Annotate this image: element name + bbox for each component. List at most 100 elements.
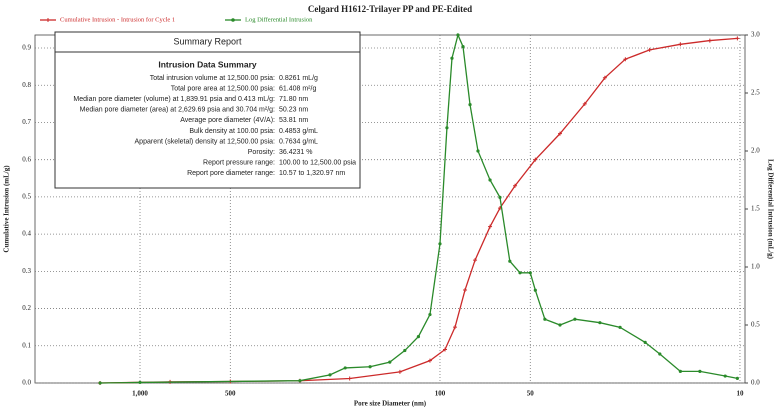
- data-point: [445, 126, 449, 130]
- data-point: [618, 325, 622, 329]
- data-point: [647, 47, 652, 52]
- data-point: [558, 323, 562, 327]
- y2-axis-label: Log Differential Intrusion (mL/g): [766, 159, 774, 260]
- data-point: [623, 57, 628, 62]
- summary-value: 53.81 nm: [279, 117, 308, 124]
- data-point: [416, 335, 421, 339]
- data-point: [368, 365, 372, 369]
- legend-marker: [231, 18, 235, 22]
- data-point: [473, 258, 478, 263]
- data-point: [735, 376, 739, 380]
- data-point: [558, 131, 563, 136]
- x-tick-label: 10: [736, 390, 744, 398]
- y-tick-label: 0.8: [22, 81, 31, 89]
- data-point: [513, 183, 518, 188]
- data-point: [453, 325, 458, 330]
- summary-label: Median pore diameter (area) at 2,629.69 …: [80, 107, 275, 114]
- data-point: [498, 195, 502, 199]
- summary-value: 0.8261 mL/g: [279, 75, 318, 82]
- summary-value: 50.23 nm: [279, 107, 308, 114]
- x-tick-label: 100: [435, 390, 446, 398]
- summary-label: Bulk density at 100.00 psia:: [189, 128, 275, 135]
- data-point: [298, 379, 302, 383]
- y2-tick-label: 1.5: [751, 205, 760, 213]
- y2-tick-label: 0.0: [751, 379, 760, 387]
- legend-label: Cumulative Intrusion - Intrusion for Cyc…: [60, 16, 175, 23]
- data-point: [476, 149, 480, 153]
- y-tick-label: 0.2: [22, 304, 31, 312]
- data-point: [428, 312, 432, 317]
- data-point: [735, 36, 740, 41]
- summary-label: Apparent (skeletal) density at 12,500.00…: [135, 138, 276, 145]
- data-point: [528, 271, 532, 275]
- summary-panel: [54, 31, 361, 189]
- summary-label: Total pore area at 12,500.00 psia:: [171, 85, 275, 92]
- chart-title: Celgard H1612-Trilayer PP and PE-Edited: [308, 4, 472, 14]
- data-point: [463, 287, 468, 292]
- series-line: [100, 33, 738, 384]
- data-point: [508, 259, 512, 263]
- summary-value: 0.4853 g/mL: [279, 128, 318, 135]
- data-point: [678, 369, 682, 373]
- y2-tick-label: 3.0: [751, 31, 760, 39]
- x-tick-label: 50: [527, 390, 535, 398]
- data-point: [723, 374, 727, 378]
- summary-value: 100.00 to 12,500.00 psia: [279, 160, 356, 167]
- summary-value: 36.4231 %: [279, 149, 312, 156]
- summary-label: Median pore diameter (volume) at 1,839.9…: [73, 96, 275, 103]
- x-tick-label: 500: [225, 390, 236, 398]
- y2-tick-label: 0.5: [751, 321, 760, 329]
- data-point: [543, 317, 547, 321]
- data-point: [138, 380, 142, 385]
- data-point: [456, 33, 460, 37]
- y-tick-label: 0.5: [22, 193, 31, 201]
- data-point: [427, 358, 432, 363]
- summary-label: Total intrusion volume at 12,500.00 psia…: [150, 75, 275, 82]
- data-point: [582, 101, 587, 106]
- summary-label: Porosity:: [248, 149, 275, 156]
- summary-value: 0.7634 g/mL: [279, 138, 318, 145]
- y-axis-label: Cumulative Intrusion (mL/g): [3, 165, 11, 253]
- summary-label: Average pore diameter (4V/A):: [180, 117, 275, 124]
- data-point: [678, 42, 683, 47]
- data-point: [488, 224, 493, 229]
- data-point: [403, 348, 407, 353]
- data-point: [461, 45, 465, 49]
- y-tick-label: 0.3: [22, 267, 31, 275]
- y-tick-label: 0.1: [22, 341, 31, 349]
- x-axis-label: Pore size Diameter (nm): [354, 400, 427, 408]
- data-point: [602, 75, 607, 80]
- data-point: [388, 360, 392, 364]
- data-point: [598, 321, 602, 325]
- data-point: [533, 288, 537, 292]
- summary-subtitle: Intrusion Data Summary: [158, 59, 257, 69]
- summary-label: Report pore diameter range:: [187, 170, 275, 177]
- data-point: [573, 317, 577, 321]
- data-point: [347, 376, 352, 381]
- summary-value: 61.408 m²/g: [279, 85, 316, 92]
- data-point: [443, 347, 448, 352]
- y-tick-label: 0.7: [22, 118, 31, 126]
- y-tick-label: 0.4: [22, 230, 31, 238]
- data-point: [343, 366, 347, 370]
- data-point: [518, 271, 522, 275]
- y-tick-label: 0.6: [22, 155, 31, 163]
- y-tick-label: 0.0: [22, 379, 31, 387]
- data-point: [98, 381, 102, 385]
- data-point: [438, 242, 442, 246]
- data-point: [450, 56, 454, 60]
- data-point: [397, 369, 402, 374]
- y2-tick-label: 1.0: [751, 263, 760, 271]
- x-tick-label: 1,000: [132, 390, 148, 398]
- data-point: [658, 352, 662, 356]
- data-point: [707, 38, 712, 43]
- summary-title: Summary Report: [173, 36, 242, 46]
- summary-label: Report pressure range:: [203, 160, 275, 167]
- summary-value: 71.80 nm: [279, 96, 308, 103]
- legend-label: Log Differential Intrusion: [245, 16, 313, 23]
- y2-tick-label: 2.0: [751, 147, 760, 155]
- data-point: [643, 340, 647, 344]
- y2-tick-label: 2.5: [751, 89, 760, 97]
- data-point: [328, 373, 332, 377]
